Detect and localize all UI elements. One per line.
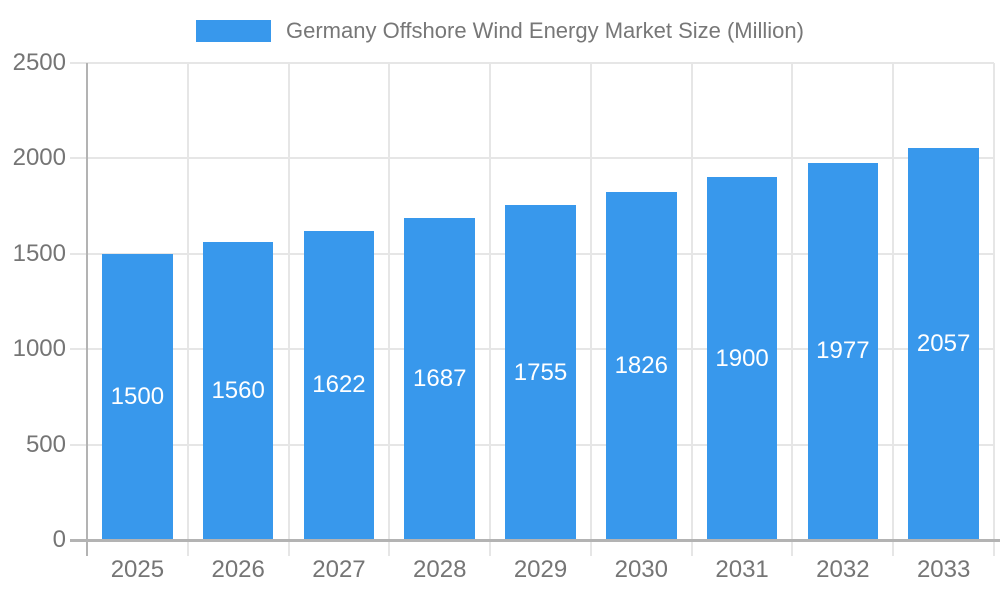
- x-tick-label-2028: 2028: [413, 556, 467, 583]
- gridline-v-3: [388, 63, 391, 556]
- bar-slot-2027: 1622: [289, 63, 390, 540]
- y-tick-label-1000: 1000: [12, 335, 66, 363]
- plot-area: 1500 1560 1622 1687 1755 1826 1900 1977 2057: [70, 62, 995, 556]
- x-tick-label-2030: 2030: [614, 556, 668, 583]
- bars-row: 1500 1560 1622 1687 1755 1826 1900 1977 2057: [87, 63, 994, 540]
- bar-2027[interactable]: 1622: [303, 230, 375, 540]
- bar-value-label-2025: 1500: [110, 382, 165, 410]
- gridline-v-4: [489, 63, 492, 556]
- x-tick-label-2025: 2025: [110, 556, 165, 583]
- bar-value-label-2033: 2057: [916, 329, 971, 357]
- x-axis-line: [70, 539, 1000, 542]
- y-tick-label-1500: 1500: [12, 239, 66, 267]
- bar-2026[interactable]: 1560: [202, 242, 274, 540]
- bar-slot-2031: 1900: [692, 63, 793, 540]
- bar-2031[interactable]: 1900: [706, 177, 778, 540]
- gridline-h-2500: [70, 62, 994, 64]
- bar-2030[interactable]: 1826: [606, 191, 677, 540]
- gridline-v-7: [791, 63, 794, 556]
- bar-slot-2032: 1977: [792, 63, 893, 540]
- y-axis-line: [86, 63, 88, 556]
- gridline-v-2: [287, 63, 290, 556]
- gridline-v-6: [690, 63, 693, 556]
- bar-2028[interactable]: 1687: [404, 218, 475, 540]
- bar-slot-2026: 1560: [188, 63, 289, 540]
- bar-2032[interactable]: 1977: [807, 162, 879, 540]
- x-tick-label-2026: 2026: [211, 556, 265, 583]
- legend-swatch: [196, 20, 271, 42]
- bar-slot-2028: 1687: [389, 63, 490, 540]
- bar-2029[interactable]: 1755: [505, 205, 576, 540]
- bar-2033[interactable]: 2057: [908, 147, 979, 540]
- bar-slot-2030: 1826: [591, 63, 692, 540]
- x-tick-label-2027: 2027: [312, 556, 366, 583]
- x-tick-label-2032: 2032: [816, 556, 870, 583]
- bar-value-label-2026: 1560: [211, 377, 265, 405]
- x-tick-label-2031: 2031: [715, 556, 769, 583]
- bar-slot-2029: 1755: [490, 63, 591, 540]
- gridline-v-9: [993, 63, 995, 556]
- bar-value-label-2032: 1977: [816, 337, 870, 365]
- y-tick-label-500: 500: [25, 430, 66, 458]
- bar-value-label-2028: 1687: [413, 365, 467, 393]
- y-tick-label-0: 0: [52, 526, 66, 553]
- bar-value-label-2031: 1900: [715, 344, 769, 372]
- bar-slot-2025: 1500: [87, 63, 188, 540]
- bar-2025[interactable]: 1500: [102, 253, 173, 540]
- gridline-h-2000: [70, 157, 994, 160]
- bar-value-label-2030: 1826: [614, 351, 668, 379]
- y-tick-label-2500: 2500: [12, 49, 66, 76]
- chart-legend[interactable]: Germany Offshore Wind Energy Market Size…: [0, 18, 1000, 44]
- gridline-v-5: [589, 63, 592, 556]
- gridline-v-1: [186, 63, 189, 556]
- bar-slot-2033: 2057: [893, 63, 994, 540]
- gridline-v-8: [892, 63, 895, 556]
- y-tick-label-2000: 2000: [12, 144, 66, 172]
- x-tick-label-2033: 2033: [916, 556, 971, 583]
- x-axis-labels: 2025 2026 2027 2028 2029 2030 2031 2032 2033: [87, 556, 994, 584]
- bar-value-label-2027: 1622: [312, 371, 366, 399]
- legend-label: Germany Offshore Wind Energy Market Size…: [286, 18, 804, 43]
- bar-value-label-2029: 1755: [513, 358, 568, 386]
- x-tick-label-2029: 2029: [513, 556, 568, 583]
